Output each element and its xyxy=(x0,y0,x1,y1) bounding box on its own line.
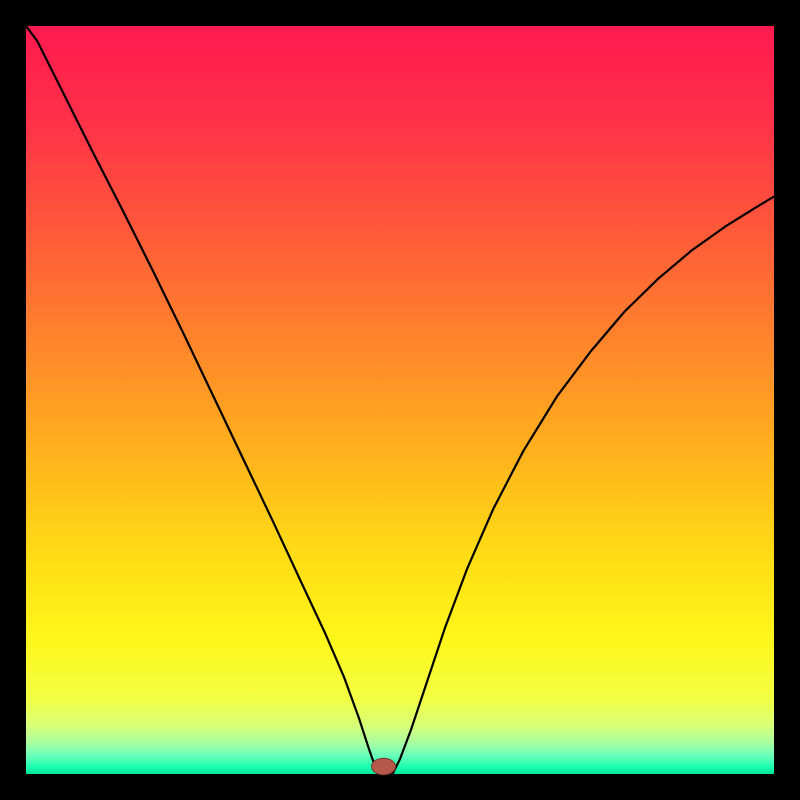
plot-background xyxy=(26,26,774,774)
chart-svg xyxy=(0,0,800,800)
minimum-marker xyxy=(372,758,396,774)
chart-frame: TheBottleneck.com xyxy=(0,0,800,800)
